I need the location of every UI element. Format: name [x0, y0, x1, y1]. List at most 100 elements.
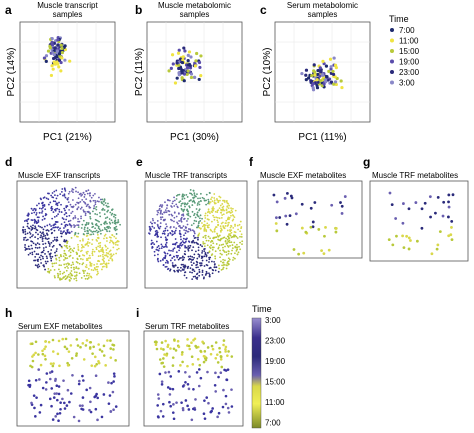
data-point: [201, 245, 203, 248]
data-point: [89, 257, 91, 259]
data-point: [22, 231, 25, 234]
data-point: [31, 342, 34, 346]
data-point: [159, 216, 162, 219]
data-point: [86, 259, 89, 262]
data-point: [208, 251, 211, 253]
plot-frame-d: [16, 180, 128, 289]
data-point: [63, 213, 66, 216]
data-point: [66, 230, 69, 233]
data-point: [175, 76, 179, 80]
data-point: [148, 232, 151, 235]
data-point: [191, 271, 193, 274]
data-point: [173, 211, 176, 214]
data-point: [334, 65, 338, 70]
data-point: [207, 202, 209, 205]
data-point: [168, 400, 171, 404]
data-point: [78, 404, 82, 407]
panel-label-i: i: [136, 306, 139, 320]
data-point: [35, 396, 38, 399]
data-point: [217, 270, 220, 273]
data-point: [52, 244, 55, 247]
data-point: [92, 230, 95, 233]
data-point: [103, 198, 106, 201]
data-point: [91, 226, 94, 229]
data-point: [185, 246, 188, 249]
data-point: [54, 194, 56, 197]
data-point: [234, 209, 237, 212]
data-point: [38, 378, 41, 381]
data-point: [169, 226, 172, 229]
data-point: [67, 192, 70, 195]
data-point: [68, 249, 70, 252]
data-point: [82, 262, 85, 265]
data-point: [34, 226, 37, 229]
data-point: [57, 268, 60, 271]
data-point: [214, 341, 218, 344]
data-point: [95, 205, 98, 208]
data-point: [216, 415, 219, 419]
data-point: [63, 263, 66, 266]
data-point: [227, 221, 230, 224]
data-point: [85, 388, 88, 392]
data-point: [52, 226, 55, 229]
data-point: [189, 75, 194, 80]
data-point: [180, 401, 183, 404]
data-point: [214, 371, 217, 375]
data-point: [59, 69, 63, 73]
data-point: [112, 348, 115, 351]
data-point: [51, 245, 54, 248]
data-point: [188, 206, 191, 209]
data-point: [95, 208, 98, 211]
data-point: [109, 339, 112, 342]
data-point: [228, 233, 230, 236]
data-point: [85, 266, 88, 269]
data-point: [321, 59, 325, 63]
data-point: [77, 197, 80, 200]
data-point: [193, 241, 196, 244]
data-point: [162, 246, 165, 249]
data-point: [228, 204, 230, 207]
data-point: [218, 350, 222, 354]
data-point: [177, 212, 180, 215]
colorbar-tick: 19:00: [265, 357, 286, 366]
data-point: [193, 219, 196, 222]
data-point: [96, 268, 99, 271]
data-point: [224, 345, 228, 349]
data-point: [35, 228, 38, 231]
data-point: [177, 370, 181, 373]
data-point: [69, 272, 72, 275]
data-point: [174, 243, 177, 246]
data-point: [173, 81, 178, 85]
data-point: [159, 225, 162, 228]
data-point: [41, 240, 44, 243]
data-point: [109, 257, 112, 260]
legend-entry: 19:00: [399, 58, 420, 67]
data-point: [103, 237, 105, 240]
data-point: [170, 218, 172, 221]
data-point: [334, 227, 338, 230]
data-point: [300, 202, 304, 206]
data-point: [226, 354, 229, 357]
colorbar-tick: 7:00: [265, 419, 281, 428]
data-point: [39, 231, 42, 234]
data-point: [198, 203, 201, 206]
data-point: [69, 392, 73, 395]
data-point: [174, 349, 178, 352]
data-point: [80, 258, 82, 260]
data-point: [62, 255, 65, 258]
data-point: [72, 191, 74, 194]
data-point: [176, 339, 180, 343]
data-point: [224, 394, 228, 398]
data-point: [178, 244, 181, 247]
data-point: [198, 232, 201, 235]
data-point: [68, 245, 71, 248]
data-point: [73, 226, 76, 229]
data-point: [70, 273, 73, 276]
data-point: [63, 227, 65, 229]
data-point: [91, 252, 94, 255]
panel-label-g: g: [363, 155, 370, 169]
data-point: [91, 250, 94, 253]
data-point: [211, 272, 214, 275]
data-point: [155, 232, 157, 235]
